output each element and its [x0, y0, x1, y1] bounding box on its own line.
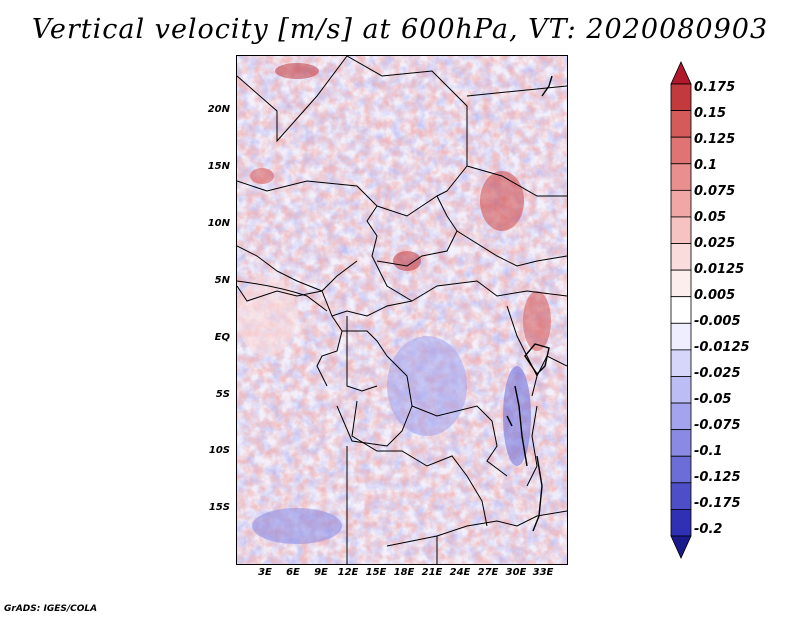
colorbar-label: 0.125 — [694, 132, 736, 147]
colorbar-label: -0.125 — [694, 470, 741, 485]
lat-label: 15N — [207, 161, 230, 172]
colorbar-label: 0.075 — [694, 184, 736, 199]
velocity-field — [237, 56, 567, 564]
colorbar-segment — [670, 216, 692, 244]
lon-label: 15E — [365, 567, 387, 578]
lon-label: 33E — [532, 567, 554, 578]
colorbar-label: 0.005 — [694, 288, 736, 303]
colorbar-cap-bottom — [670, 535, 692, 559]
colorbar-segment — [670, 189, 692, 218]
colorbar-label: 0.025 — [694, 236, 736, 251]
colorbar-label: 0.15 — [694, 106, 727, 121]
lat-label: 5S — [215, 389, 230, 400]
lon-label: 6E — [286, 567, 300, 578]
colorbar-segment — [670, 376, 692, 404]
lat-label: 10S — [208, 445, 230, 456]
velocity-map — [236, 55, 568, 565]
colorbar-label: -0.025 — [694, 366, 741, 381]
colorbar-label: -0.2 — [694, 522, 723, 537]
colorbar-label: -0.0125 — [694, 340, 750, 355]
lat-label: EQ — [214, 332, 230, 343]
colorbar-segment — [670, 110, 692, 138]
lon-label: 30E — [505, 567, 527, 578]
colorbar-label: -0.075 — [694, 418, 741, 433]
lon-label: 18E — [393, 567, 415, 578]
country-borders — [237, 56, 567, 564]
lon-label: 24E — [449, 567, 471, 578]
colorbar-label: 0.175 — [694, 80, 736, 95]
colorbar-segment — [670, 429, 692, 457]
grads-credit: GrADS: IGES/COLA — [4, 604, 98, 614]
colorbar-segment — [670, 136, 692, 165]
lakes — [506, 75, 553, 532]
lat-label: 15S — [208, 502, 230, 513]
colorbar — [670, 61, 692, 559]
strong-anomaly-patches — [237, 63, 551, 544]
colorbar-segment — [670, 455, 692, 484]
colorbar-label: -0.005 — [694, 314, 741, 329]
colorbar-label: 0.1 — [694, 158, 718, 173]
colorbar-segment — [670, 482, 692, 510]
lon-label: 21E — [421, 567, 443, 578]
colorbar-segment — [670, 163, 692, 191]
colorbar-label: -0.175 — [694, 496, 741, 511]
colorbar-label: -0.1 — [694, 444, 723, 459]
colorbar-segment — [670, 509, 692, 537]
lon-label: 9E — [314, 567, 328, 578]
colorbar-segment — [670, 402, 692, 431]
colorbar-label: 0.05 — [694, 210, 727, 225]
chart-title: Vertical velocity [m/s] at 600hPa, VT: 2… — [31, 14, 769, 45]
colorbar-segment — [670, 269, 692, 298]
colorbar-label: 0.0125 — [694, 262, 745, 277]
lat-label: 5N — [214, 275, 230, 286]
colorbar-label: -0.05 — [694, 392, 732, 407]
lon-label: 3E — [258, 567, 272, 578]
colorbar-cap-top — [670, 61, 692, 85]
lon-label: 12E — [337, 567, 359, 578]
lat-label: 10N — [207, 218, 230, 229]
colorbar-segment — [670, 83, 692, 111]
colorbar-segment — [670, 349, 692, 377]
colorbar-segment — [670, 296, 692, 324]
lat-label: 20N — [207, 104, 230, 115]
lon-label: 27E — [477, 567, 499, 578]
colorbar-segment — [670, 322, 692, 351]
colorbar-segment — [670, 243, 692, 271]
